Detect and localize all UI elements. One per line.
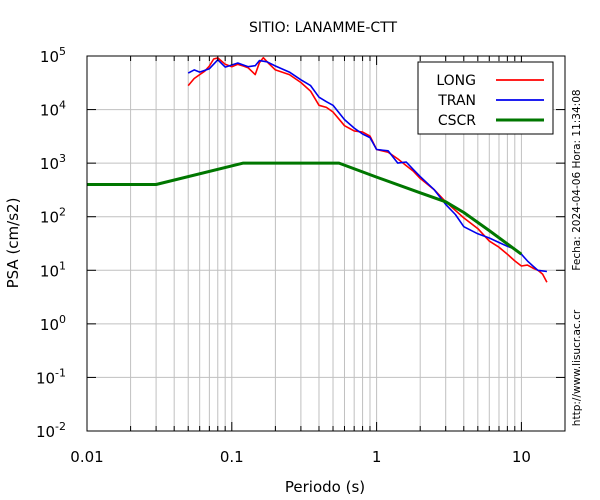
source-url-text: http://www.lisucr.ac.cr (571, 309, 583, 426)
y-tick-label: 104 (40, 99, 66, 120)
plot-frame (86, 55, 566, 432)
y-tick-label: 100 (40, 313, 66, 334)
y-tick-label: 10-2 (36, 420, 66, 441)
x-tick-label: 0.1 (220, 448, 244, 466)
axis-ticks (86, 55, 566, 432)
y-tick-label: 102 (40, 206, 66, 227)
y-tick-labels: 10-2 10-1 100 101 102 103 104 105 (36, 45, 66, 441)
y-axis-label: PSA (cm/s2) (4, 198, 22, 289)
x-tick-label: 10 (512, 448, 531, 466)
series-line-cscr (87, 161, 523, 256)
x-axis-label: Periodo (s) (285, 478, 365, 496)
legend-box (417, 61, 554, 135)
legend-label-tran: TRAN (437, 93, 476, 109)
x-tick-labels: 0.01 0.1 1 10 (70, 448, 531, 466)
legend-label-cscr: CSCR (438, 113, 476, 129)
legend-label-long: LONG (436, 73, 476, 89)
timestamp-text: Fecha: 2024-04-06 Hora: 11:34:08 (571, 89, 583, 270)
y-tick-label: 103 (40, 152, 66, 173)
y-tick-label: 105 (40, 45, 66, 66)
grid (87, 56, 565, 431)
y-tick-label: 101 (40, 259, 66, 280)
y-tick-label: 10-1 (36, 366, 66, 387)
legend: LONG TRAN CSCR (417, 61, 554, 135)
chart-title: SITIO: LANAMME-CTT (249, 20, 398, 36)
x-tick-label: 1 (372, 448, 382, 466)
x-tick-label: 0.01 (70, 448, 103, 466)
series-line-tran (187, 58, 548, 273)
series-layer (87, 56, 548, 283)
